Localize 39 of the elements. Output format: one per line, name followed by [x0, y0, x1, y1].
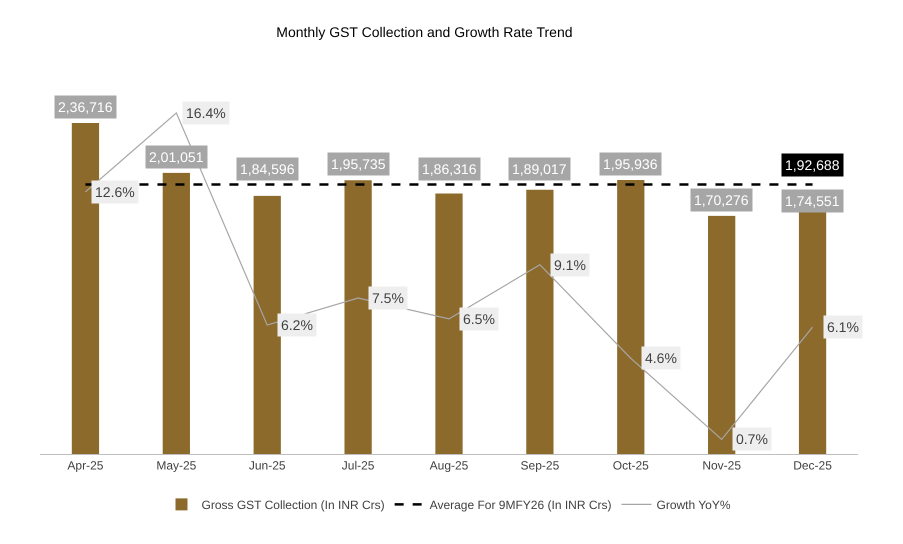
data-label: 1,95,936: [603, 156, 658, 172]
x-tick-label: May-25: [156, 458, 197, 472]
data-label: 9.1%: [554, 257, 586, 273]
bar: [435, 193, 463, 454]
legend-label: Average For 9MFY26 (In INR Crs): [430, 498, 612, 512]
data-label: 1,70,276: [694, 192, 749, 208]
x-tick-label: Jul-25: [342, 458, 375, 472]
data-label: 6.5%: [463, 311, 495, 327]
data-label: 12.6%: [95, 184, 135, 200]
data-label: 1,95,735: [331, 156, 386, 172]
data-label: 7.5%: [372, 290, 404, 306]
legend-label: Growth YoY%: [656, 498, 731, 512]
bar: [254, 196, 281, 454]
x-tick-label: Sep-25: [520, 458, 560, 472]
data-label: 2,36,716: [58, 99, 113, 115]
x-tick-label: Aug-25: [430, 458, 469, 472]
data-label: 1,84,596: [240, 161, 295, 177]
data-label: 6.1%: [827, 319, 859, 335]
bar: [617, 180, 644, 454]
bar: [526, 190, 554, 454]
x-tick-label: Oct-25: [612, 458, 650, 472]
x-tick-label: Jun-25: [248, 458, 286, 472]
bar: [162, 172, 190, 454]
data-label: 6.2%: [281, 317, 313, 333]
data-label: 1,89,017: [512, 161, 567, 177]
legend-label: Gross GST Collection (In INR Crs): [202, 498, 385, 512]
data-label: 1,92,688: [785, 157, 840, 173]
data-label: 1,74,551: [785, 193, 840, 209]
bar: [344, 180, 372, 454]
x-tick-label: Nov-25: [702, 458, 742, 472]
data-label: 0.7%: [736, 431, 768, 447]
data-label: 1,86,316: [422, 161, 477, 177]
x-tick-label: Dec-25: [793, 458, 832, 472]
x-tick-label: Apr-25: [67, 458, 104, 472]
data-label: 4.6%: [645, 350, 677, 366]
data-label: 2,01,051: [149, 149, 204, 165]
chart-title: Monthly GST Collection and Growth Rate Trend: [276, 24, 573, 40]
data-label: 16.4%: [186, 105, 226, 121]
bar: [708, 216, 736, 454]
